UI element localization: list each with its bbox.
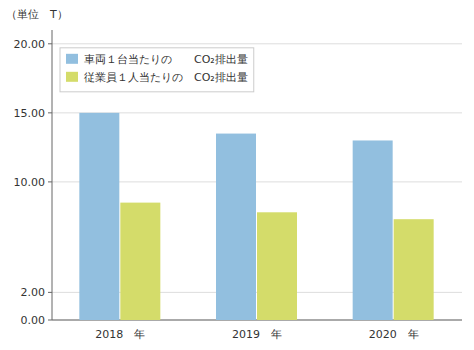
bar: [257, 212, 297, 320]
legend-label: 従業員１人当たりの CO₂排出量: [84, 71, 248, 84]
category-label: 2018 年: [95, 328, 145, 341]
tick-label: 15.00: [14, 107, 46, 120]
bar: [216, 134, 256, 320]
grid: [52, 44, 462, 320]
tick-label: 0.00: [21, 314, 46, 327]
tick-label: 10.00: [14, 176, 46, 189]
tick-label: 2.00: [21, 286, 46, 299]
bars: [79, 113, 433, 320]
tick-mark: [48, 112, 52, 113]
legend-swatch: [66, 54, 78, 64]
tick-mark: [48, 292, 52, 293]
chart: 0.00 2.00 10.00 15.00 20.00 2018 年 2019 年 2020 …: [0, 0, 474, 350]
legend: 車両１台当たりの CO₂排出量従業員１人当たりの CO₂排出量: [60, 48, 254, 92]
legend-label: 車両１台当たりの CO₂排出量: [84, 53, 248, 66]
category-label: 2019 年: [232, 328, 282, 341]
bar: [394, 219, 434, 320]
tick-mark: [48, 43, 52, 44]
y-axis-line: [52, 30, 53, 320]
tick-mark: [48, 181, 52, 182]
legend-box: [60, 48, 254, 92]
legend-swatch: [66, 72, 78, 82]
tick-mark: [48, 320, 52, 321]
bar: [353, 140, 393, 320]
grid-line: [52, 43, 462, 44]
y-axis-label: （単位 T）: [6, 8, 68, 21]
tick-label: 20.00: [14, 38, 46, 51]
category-label: 2020 年: [369, 328, 419, 341]
bar: [79, 113, 119, 320]
bar: [120, 203, 160, 320]
